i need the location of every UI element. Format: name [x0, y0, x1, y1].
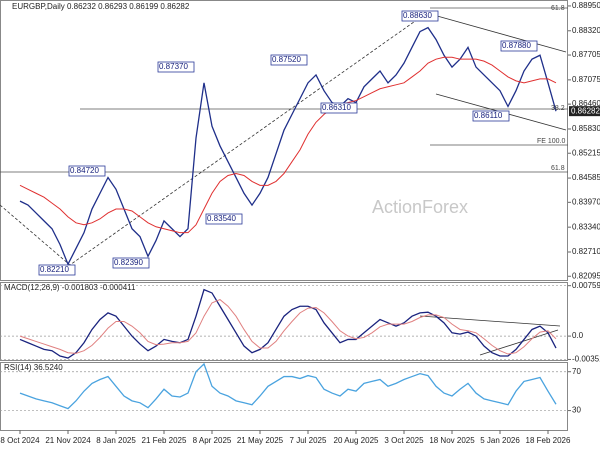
annotation: 61.8 [551, 165, 565, 172]
annotation-box [205, 213, 243, 225]
y-tick-label: 0.82095 [572, 271, 600, 280]
x-tick-label: 20 Aug 2025 [334, 436, 379, 445]
x-tick-label: 5 Jan 2026 [480, 436, 520, 445]
x-tick-label: 21 Feb 2025 [142, 436, 187, 445]
annotation: 0.87880 [502, 41, 531, 50]
x-tick-label: 8 Apr 2025 [193, 436, 232, 445]
annotation-box [270, 54, 308, 66]
x-tick-label: 21 Nov 2024 [45, 436, 91, 445]
y-tick-label: -0.003515 [572, 355, 600, 364]
annotation-box [320, 102, 358, 114]
price-label: 0.86282 [571, 106, 600, 115]
channel-line [429, 13, 567, 53]
annotation-box [401, 10, 439, 22]
trend-line [59, 11, 429, 273]
y-tick-label: 0.007597 [572, 281, 600, 290]
chart-title: EURGBP,Daily 0.86232 0.86293 0.86199 0.8… [12, 2, 190, 11]
annotation: 0.86310 [322, 103, 351, 112]
y-tick-label: 0.84585 [572, 173, 600, 182]
x-tick-label: 3 Oct 2025 [384, 436, 424, 445]
y-tick-label: 0.82710 [572, 247, 600, 256]
annotation: 61.8 [551, 5, 565, 12]
x-tick-label: 8 Jan 2025 [96, 436, 136, 445]
rsi-panel [0, 362, 568, 431]
macd-panel [0, 282, 568, 361]
rsi-title: RSI(14) 36.5240 [4, 363, 63, 372]
y-tick-label: 0.86460 [572, 99, 600, 108]
annotation-box [38, 264, 76, 276]
series-line [19, 56, 557, 234]
watermark: ActionForex [372, 197, 468, 217]
annotation: 0.86110 [474, 111, 503, 120]
macd-title: MACD(12,26,9) -0.001803 -0.000411 [4, 283, 136, 292]
annotation: 0.82390 [114, 258, 143, 267]
annotation-box [500, 40, 538, 52]
annotation-box [157, 61, 195, 73]
trend-line [0, 204, 71, 266]
annotation: 0.82210 [40, 265, 69, 274]
x-tick-label: 7 Jul 2025 [290, 436, 327, 445]
y-tick-label: 0.83340 [572, 222, 600, 231]
macd-trend [479, 329, 559, 356]
series-line [19, 299, 557, 355]
y-tick-label: 0.88320 [572, 26, 600, 35]
y-tick-label: 0.87705 [572, 50, 600, 59]
y-tick-label: 30 [572, 406, 581, 415]
annotation: 38.2 [551, 105, 565, 112]
annotation: 0.88630 [403, 11, 432, 20]
y-tick-label: 0.85215 [572, 148, 600, 157]
y-tick-label: 0.0 [572, 331, 584, 340]
x-tick-label: 18 Feb 2026 [526, 436, 571, 445]
x-tick-label: 18 Nov 2025 [429, 436, 475, 445]
annotation: 0.83540 [207, 214, 236, 223]
annotation: 0.87370 [159, 62, 188, 71]
y-tick-label: 0.85830 [572, 124, 600, 133]
x-tick-label: 8 Oct 2024 [0, 436, 40, 445]
series-line [19, 362, 557, 410]
annotation-box [68, 165, 106, 177]
y-tick-label: 70 [572, 367, 581, 376]
price-panel [0, 0, 568, 281]
annotation-box [472, 110, 510, 122]
annotation: 0.84720 [70, 166, 99, 175]
y-tick-label: 0.88950 [572, 1, 600, 10]
annotation: 0.87520 [272, 55, 301, 64]
x-tick-label: 21 May 2025 [237, 436, 284, 445]
price-label-box [569, 106, 600, 117]
annotation-box [112, 257, 150, 269]
y-tick-label: 0.83970 [572, 197, 600, 206]
series-line [19, 26, 557, 266]
annotation: FE 100.0 [537, 138, 566, 145]
y-tick-label: 0.87075 [572, 75, 600, 84]
series-line [19, 288, 557, 359]
